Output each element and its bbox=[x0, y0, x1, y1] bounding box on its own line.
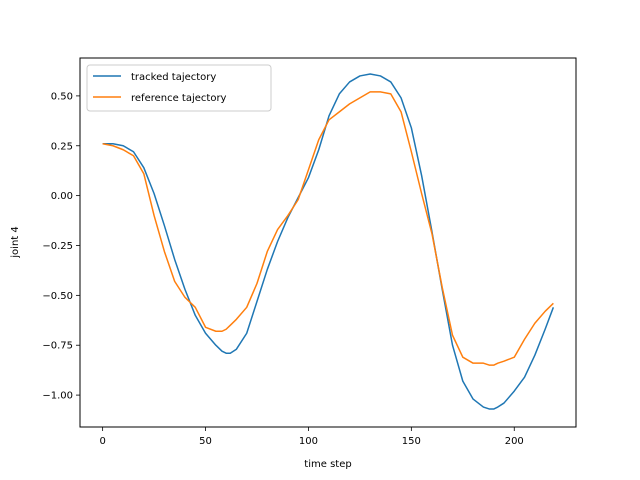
x-axis-label: time step bbox=[304, 459, 351, 470]
y-tick-label: 0.50 bbox=[51, 91, 73, 102]
y-tick-label: 0.00 bbox=[51, 191, 73, 202]
y-axis-label: joint 4 bbox=[10, 226, 21, 258]
x-tick-label: 0 bbox=[99, 436, 105, 447]
plot-area bbox=[79, 57, 577, 428]
legend: tracked tajectory reference tajectory bbox=[86, 64, 272, 112]
legend-box bbox=[86, 64, 272, 112]
legend-label-reference: reference tajectory bbox=[131, 93, 227, 104]
x-tick-label: 50 bbox=[199, 436, 212, 447]
y-tick-label: −0.75 bbox=[42, 341, 73, 352]
series-layer bbox=[102, 73, 555, 410]
series-line-reference bbox=[102, 91, 554, 366]
y-tick-label: −0.25 bbox=[42, 241, 73, 252]
x-tick-label: 200 bbox=[505, 436, 524, 447]
y-axis: −1.00 −0.75 −0.50 −0.25 0.00 0.25 0.50 bbox=[42, 91, 80, 402]
x-axis: 0 50 100 150 200 bbox=[99, 427, 524, 447]
x-tick-label: 150 bbox=[402, 436, 421, 447]
series-line-tracked bbox=[102, 73, 555, 410]
y-tick-label: −1.00 bbox=[42, 391, 73, 402]
y-tick-label: −0.50 bbox=[42, 291, 73, 302]
axes-frame bbox=[79, 57, 577, 428]
legend-label-tracked: tracked tajectory bbox=[131, 72, 216, 83]
x-tick-label: 100 bbox=[299, 436, 318, 447]
y-tick-label: 0.25 bbox=[51, 141, 73, 152]
